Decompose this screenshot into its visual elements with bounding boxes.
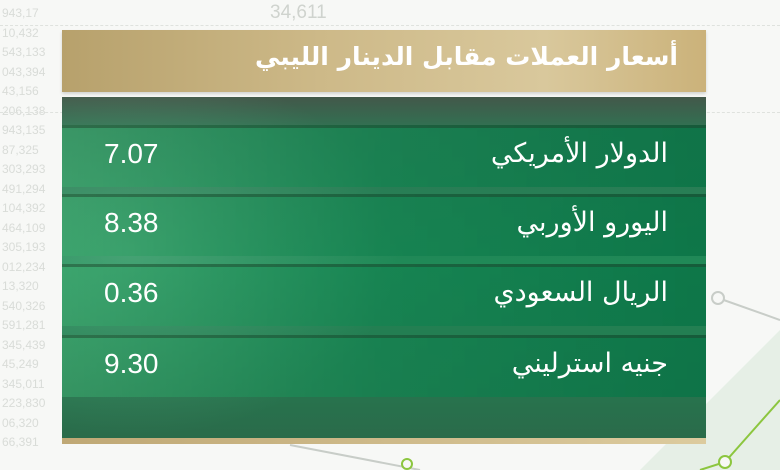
background-number: 540,326 [2,298,46,313]
rate-row: جنيه استرليني 9.30 [62,335,706,397]
background-number: 13,320 [2,279,39,293]
background-number: 305,193 [2,240,46,254]
background-number: 043,394 [2,64,46,79]
background-number: 43,156 [2,84,39,98]
background-number: 223,830 [2,396,46,410]
background-number: 345,439 [2,337,46,352]
currency-name: الدولار الأمريكي [490,138,668,169]
currency-name: جنيه استرليني [511,348,668,379]
page-title: أسعار العملات مقابل الدينار الليبي [255,42,678,71]
rate-row: الريال السعودي 0.36 [62,264,706,326]
bottom-gold-strip [62,438,706,444]
background-number: 491,294 [2,181,46,196]
currency-name: الريال السعودي [493,277,668,308]
background-number: 591,281 [2,318,46,332]
background-big-number: 34,611 [270,2,327,23]
background-number: 464,109 [2,220,46,235]
currency-name: اليورو الأوربي [516,207,668,238]
rate-row: الدولار الأمريكي 7.07 [62,125,706,187]
rate-value: 8.38 [104,207,159,238]
background-number: 06,320 [2,415,39,430]
rate-row: اليورو الأوربي 8.38 [62,194,706,256]
background-number: 45,249 [2,357,39,371]
background-number: 66,391 [2,435,39,449]
background-number: 943,17 [2,6,39,20]
rate-value: 0.36 [104,277,159,308]
background-number: 10,432 [2,25,39,40]
rate-value: 7.07 [104,138,159,169]
background-number: 104,392 [2,201,46,215]
divider [0,25,780,26]
title-banner: أسعار العملات مقابل الدينار الليبي [62,30,706,92]
background-number: 206,138 [2,103,46,118]
background-number: 303,293 [2,162,46,176]
rates-table: الدولار الأمريكي 7.07 اليورو الأوربي 8.3… [62,97,706,438]
background-number: 543,133 [2,45,46,59]
background-number: 87,325 [2,142,39,157]
background-number: 345,011 [2,376,45,391]
background-number: 012,234 [2,259,46,274]
background-number: 943,135 [2,123,46,137]
rate-value: 9.30 [104,348,159,379]
